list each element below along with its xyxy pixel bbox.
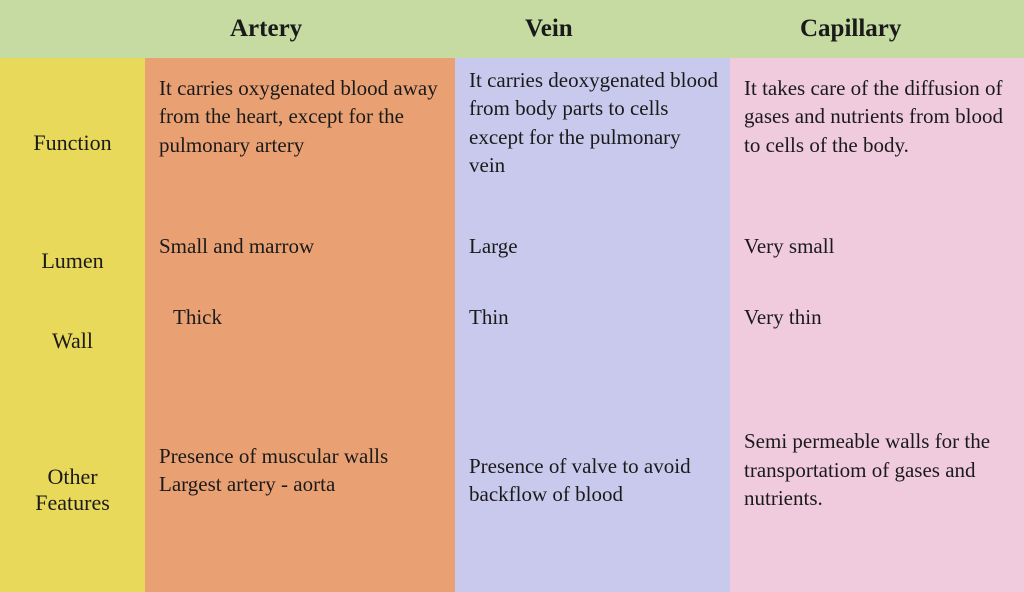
header-artery: Artery [145,0,455,58]
cell-function-vein: It carries deoxygenated blood from body … [455,58,730,228]
rowlabel-wall: Wall [0,293,145,388]
cell-wall-vein: Thin [455,293,730,388]
cell-function-artery: It carries oxygenated blood away from th… [145,58,455,228]
cell-lumen-artery: Small and marrow [145,228,455,293]
cell-lumen-capillary: Very small [730,228,1024,293]
cell-other-vein: Presence of valve to avoid backflow of b… [455,388,730,592]
comparison-table: Artery Vein Capillary Function It carrie… [0,0,1024,592]
cell-function-capillary: It takes care of the diffusion of gases … [730,58,1024,228]
header-capillary: Capillary [730,0,1024,58]
cell-wall-artery: Thick [145,293,455,388]
cell-other-artery: Presence of muscular walls Largest arter… [145,388,455,592]
header-blank [0,0,145,58]
cell-lumen-vein: Large [455,228,730,293]
rowlabel-lumen: Lumen [0,228,145,293]
cell-wall-capillary: Very thin [730,293,1024,388]
header-vein: Vein [455,0,730,58]
cell-other-capillary: Semi permeable walls for the transportat… [730,388,1024,592]
rowlabel-function: Function [0,58,145,228]
rowlabel-other: Other Features [0,388,145,592]
